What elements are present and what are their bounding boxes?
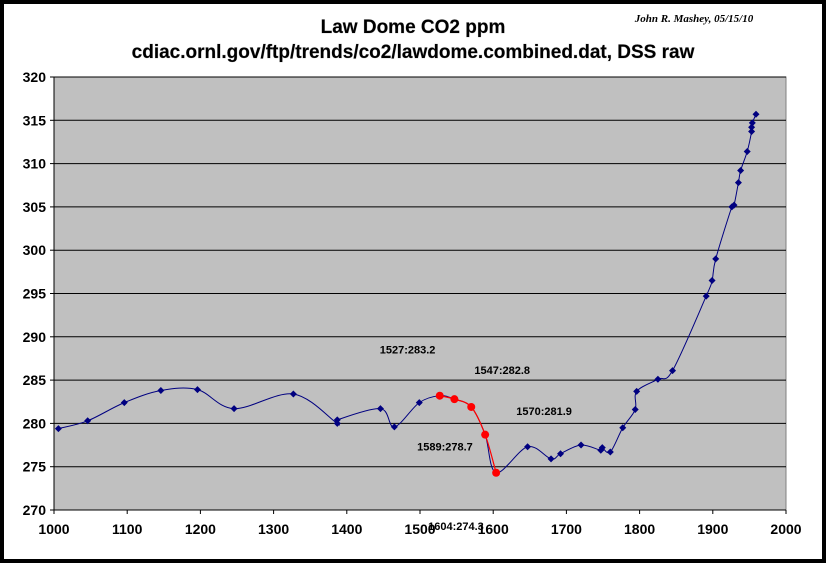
annotation-1604: 1604:274.3 (428, 521, 484, 533)
y-tick-label-285: 285 (23, 372, 47, 388)
data-point-5 (230, 405, 238, 413)
data-point-23 (606, 448, 614, 456)
chart-title: Law Dome CO2 ppm (321, 17, 506, 38)
annotation-1570: 1570:281.9 (516, 406, 572, 418)
y-tick-label-320: 320 (23, 69, 47, 85)
data-point-24 (619, 424, 627, 432)
x-tick-label-1000: 1000 (38, 521, 69, 537)
data-point-17 (524, 443, 532, 451)
data-point-18 (547, 455, 555, 463)
y-tick-label-275: 275 (23, 459, 47, 475)
y-tick-label-270: 270 (23, 502, 47, 518)
x-tick-label-1900: 1900 (697, 521, 728, 537)
x-tick-label-1700: 1700 (551, 521, 582, 537)
x-tick-label-1500: 1500 (404, 521, 435, 537)
data-point-3 (157, 386, 165, 394)
data-point-26 (633, 387, 641, 395)
x-tick-label-2000: 2000 (770, 521, 801, 537)
data-point-40 (752, 110, 760, 118)
data-point-33 (730, 201, 738, 209)
highlight-point-1570 (467, 402, 476, 411)
x-tick-label-1600: 1600 (478, 521, 509, 537)
data-point-34 (734, 179, 742, 187)
data-point-4 (193, 386, 201, 394)
y-tick-label-305: 305 (23, 199, 47, 215)
chart-area: Law Dome CO2 ppm cdiac.ornl.gov/ftp/tren… (3, 3, 823, 560)
author-note: John R. Mashey, 05/15/10 (634, 13, 754, 25)
annotation-1527: 1527:283.2 (380, 345, 436, 357)
data-point-2 (120, 399, 128, 407)
y-tick-label-280: 280 (23, 415, 47, 431)
data-point-9 (376, 405, 384, 413)
data-point-30 (708, 277, 716, 285)
highlight-point-1604 (492, 468, 501, 477)
chart-subtitle: cdiac.ornl.gov/ftp/trends/co2/lawdome.co… (132, 42, 695, 63)
data-point-20 (577, 441, 585, 449)
y-tick-label-300: 300 (23, 242, 47, 258)
x-tick-label-1800: 1800 (624, 521, 655, 537)
y-tick-label-290: 290 (23, 329, 47, 345)
data-point-27 (654, 375, 662, 383)
x-tick-label-1100: 1100 (112, 521, 143, 537)
x-tick-label-1300: 1300 (258, 521, 289, 537)
data-point-35 (737, 167, 745, 175)
data-point-8 (333, 416, 341, 424)
highlight-point-1547 (450, 395, 459, 404)
annotation-1589: 1589:278.7 (417, 442, 473, 454)
highlight-point-1589 (481, 430, 490, 439)
data-point-29 (702, 292, 710, 300)
data-point-38 (748, 123, 756, 131)
data-point-6 (289, 390, 297, 398)
data-point-28 (669, 367, 677, 375)
y-tick-label-310: 310 (23, 156, 47, 172)
co2-line-chart: Law Dome CO2 ppm cdiac.ornl.gov/ftp/tren… (23, 13, 802, 537)
data-point-0 (54, 425, 62, 433)
data-point-25 (631, 406, 639, 414)
data-point-10 (390, 423, 398, 431)
data-point-19 (557, 450, 565, 458)
highlight-point-1527 (435, 391, 444, 400)
data-point-1 (84, 417, 92, 425)
data-point-37 (748, 128, 756, 136)
data-point-22 (598, 444, 606, 452)
data-point-36 (743, 147, 751, 155)
y-tick-label-295: 295 (23, 286, 47, 302)
data-point-11 (415, 399, 423, 407)
y-tick-label-315: 315 (23, 112, 47, 128)
x-tick-label-1400: 1400 (331, 521, 362, 537)
annotation-1547: 1547:282.8 (474, 365, 530, 377)
data-point-39 (748, 119, 756, 127)
x-tick-label-1200: 1200 (185, 521, 216, 537)
